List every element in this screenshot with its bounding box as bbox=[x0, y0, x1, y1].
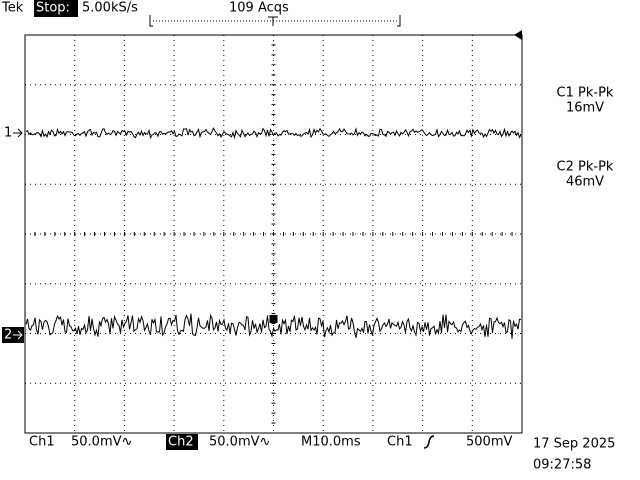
ch1-scale: 50.0mV∿ bbox=[71, 435, 132, 450]
timebase: M10.0ms bbox=[301, 435, 361, 450]
sample-rate: 5.00kS/s bbox=[82, 1, 138, 16]
ch2-marker: 2 bbox=[4, 328, 12, 343]
measurement-value: 46mV bbox=[566, 175, 604, 190]
measurement-label: C1 Pk-Pk bbox=[557, 86, 614, 101]
graticule bbox=[24, 34, 523, 434]
ch1-arrow bbox=[13, 128, 23, 138]
ch2-scale: 50.0mV∿ bbox=[209, 435, 270, 450]
ch2-arrow bbox=[13, 330, 23, 340]
acquisitions: 109 Acqs bbox=[229, 1, 289, 16]
waveform bbox=[25, 127, 522, 140]
trace-marker bbox=[269, 315, 278, 323]
ch2-name-box bbox=[166, 434, 198, 450]
ch1-marker: 1 bbox=[4, 126, 12, 141]
trigger-level: 500mV bbox=[466, 435, 512, 450]
waveform bbox=[25, 313, 521, 339]
status-box bbox=[34, 0, 78, 17]
trigger-source: Ch1 bbox=[387, 435, 413, 450]
trigger-slope bbox=[423, 435, 435, 449]
traces bbox=[25, 127, 522, 339]
ch2-name: Ch2 bbox=[168, 435, 194, 450]
record-bracket bbox=[149, 15, 401, 27]
measurement-value: 16mV bbox=[566, 101, 604, 116]
ch1-name: Ch1 bbox=[29, 435, 55, 450]
brand: Tek bbox=[1, 1, 24, 16]
date: 17 Sep 2025 bbox=[533, 437, 615, 452]
status: Stop: bbox=[36, 1, 70, 16]
time: 09:27:58 bbox=[533, 458, 591, 473]
measurement-label: C2 Pk-Pk bbox=[557, 160, 614, 175]
